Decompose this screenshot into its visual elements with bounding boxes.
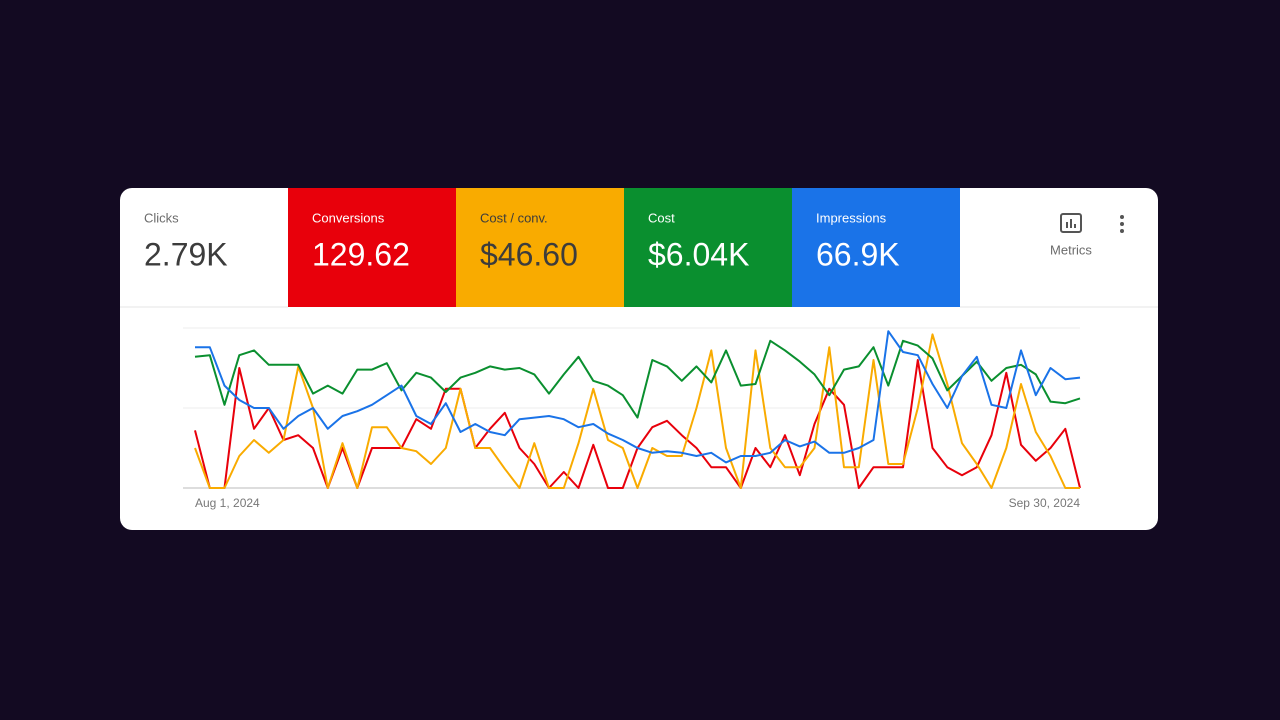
tile-label: Cost [648, 210, 675, 225]
tile-value: 66.9K [816, 236, 900, 272]
menu-dot [1120, 222, 1124, 226]
metric-tile[interactable]: Cost / conv. $46.60 [456, 188, 624, 307]
tile-label: Conversions [312, 210, 385, 225]
clicks-tile[interactable]: Clicks 2.79K [144, 210, 228, 272]
tile-value: $46.60 [480, 236, 578, 272]
tile-background [456, 188, 624, 307]
menu-dot [1120, 229, 1124, 233]
more-menu[interactable] [1120, 215, 1124, 233]
metric-tile[interactable]: Impressions 66.9K [792, 188, 960, 307]
tile-value: 2.79K [144, 236, 228, 272]
tile-label: Cost / conv. [480, 210, 548, 225]
series-line [194, 339, 1081, 419]
tile-label: Impressions [816, 210, 887, 225]
x-tick-label: Sep 30, 2024 [1009, 496, 1081, 510]
tile-background [288, 188, 456, 307]
menu-dot [1120, 215, 1124, 219]
metrics-button[interactable]: Metrics [1050, 213, 1092, 257]
tile-background [792, 188, 960, 307]
metric-tile[interactable]: Conversions 129.62 [288, 188, 456, 307]
tile-label: Clicks [144, 210, 179, 225]
x-tick-label: Aug 1, 2024 [195, 496, 260, 510]
metrics-icon [1060, 213, 1082, 233]
metric-tile[interactable]: Cost $6.04K [624, 188, 792, 307]
series-line [195, 330, 1081, 464]
tile-background [624, 188, 792, 307]
tile-value: 129.62 [312, 236, 410, 272]
series-line [194, 333, 1080, 489]
tile-value: $6.04K [648, 236, 749, 272]
metrics-label: Metrics [1050, 242, 1092, 257]
